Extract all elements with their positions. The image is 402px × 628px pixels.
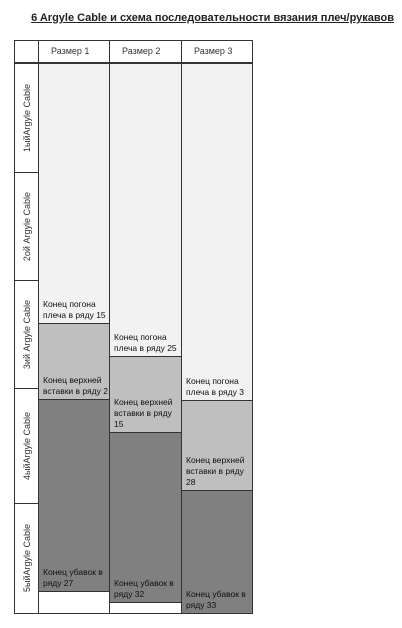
stage-cell: Конец убавок в ряду 33 <box>181 490 253 614</box>
row-label: 2ой Argyle Cable <box>14 172 39 281</box>
row-label: 4ыйArgyle Cable <box>14 388 39 504</box>
stage-cell-text: Конец погона плеча в ряду 25 <box>114 332 177 353</box>
stage-cell: Конец верхней вставки в ряду 2 <box>38 323 110 400</box>
stage-cell-text: Конец убавок в ряду 27 <box>43 567 103 588</box>
row-label: 3ий Argyle Cable <box>14 280 39 389</box>
row-label: 1ыйArgyle Cable <box>14 63 39 173</box>
stage-cell-text: Конец убавок в ряду 32 <box>114 578 174 599</box>
stage-cell: Конец погона плеча в ряду 3 <box>181 63 253 401</box>
stage-cell-text: Конец верхней вставки в ряду 2 <box>43 375 108 396</box>
stage-cell: Конец погона плеча в ряду 25 <box>109 63 182 357</box>
row-label-text: 1ыйArgyle Cable <box>21 83 32 153</box>
column-header: Размер 2 <box>109 40 182 63</box>
row-label: 5ыйArgyle Cable <box>14 503 39 614</box>
stage-cell: Конец погона плеча в ряду 15 <box>38 63 110 324</box>
row-label-text: 4ыйArgyle Cable <box>21 411 32 481</box>
column-header: Размер 3 <box>181 40 253 63</box>
title: 6 Argyle Cable и схема последовательност… <box>31 12 394 24</box>
stage-cell: Конец убавок в ряду 32 <box>109 432 182 603</box>
empty-cell <box>38 591 110 614</box>
stage-cell-text: Конец погона плеча в ряду 15 <box>43 299 106 320</box>
stage-cell: Конец убавок в ряду 27 <box>38 399 110 592</box>
stage-cell-text: Конец верхней вставки в ряду 15 <box>114 397 173 429</box>
stage-cell-text: Конец погона плеча в ряду 3 <box>186 376 244 397</box>
column-header: Размер 1 <box>38 40 110 63</box>
row-label-text: 3ий Argyle Cable <box>21 299 32 370</box>
corner-cell <box>14 40 39 63</box>
row-label-text: 2ой Argyle Cable <box>21 191 32 262</box>
stage-cell-text: Конец убавок в ряду 33 <box>186 589 246 610</box>
stage-cell: Конец верхней вставки в ряду 28 <box>181 400 253 491</box>
empty-cell <box>109 602 182 614</box>
stage-cell-text: Конец верхней вставки в ряду 28 <box>186 455 245 487</box>
row-label-text: 5ыйArgyle Cable <box>21 524 32 593</box>
stage-cell: Конец верхней вставки в ряду 15 <box>109 356 182 433</box>
